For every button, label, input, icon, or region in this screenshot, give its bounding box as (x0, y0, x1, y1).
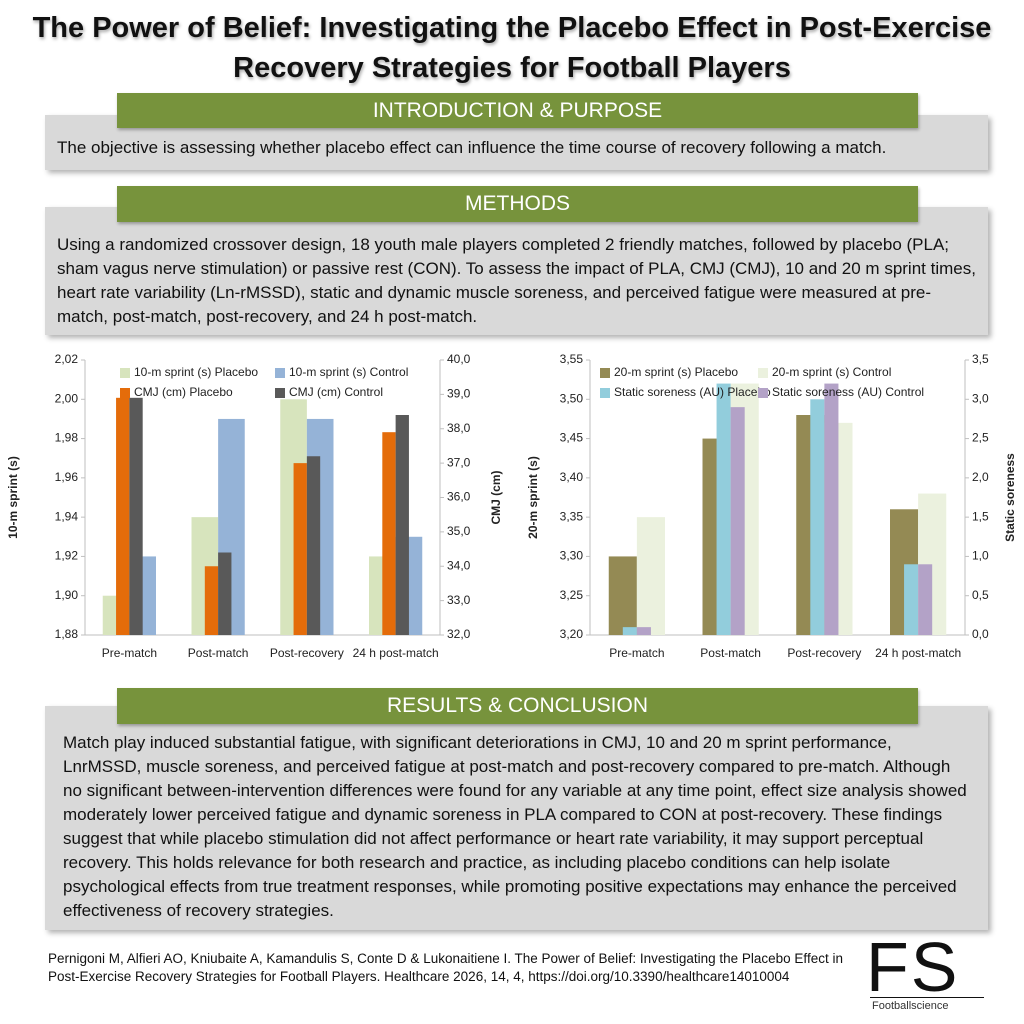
y-tick-label: 3,45 (560, 431, 584, 445)
intro-text: The objective is assessing whether place… (57, 138, 887, 157)
legend-swatch (758, 368, 768, 378)
y-tick-label: 3,20 (560, 627, 584, 641)
y2-tick-label: 2,5 (972, 431, 989, 445)
y-tick-label: 2,00 (55, 391, 79, 405)
bar (395, 415, 409, 635)
y2-tick-label: 33,0 (447, 593, 471, 607)
results-text: Match play induced substantial fatigue, … (63, 733, 967, 920)
y2-tick-label: 0,5 (972, 588, 989, 602)
x-tick-label: Post-match (700, 646, 761, 660)
x-tick-label: Post-match (187, 646, 249, 660)
y-tick-label: 3,25 (560, 588, 584, 602)
logo-mark: FS (866, 928, 960, 1006)
bar (218, 552, 232, 635)
x-tick-label: Post-recovery (269, 646, 344, 660)
y2-axis-title: CMJ (cm) (489, 470, 503, 524)
y2-tick-label: 39,0 (447, 387, 471, 401)
bar (306, 456, 321, 635)
bar (730, 407, 745, 635)
bar (129, 397, 143, 635)
bar (622, 627, 637, 635)
title: The Power of Belief: Investigating the P… (32, 12, 992, 84)
legend-swatch (600, 368, 610, 378)
legend-label: Static soreness (AU) Control (772, 385, 924, 399)
bar (716, 383, 731, 635)
legend-swatch (275, 368, 285, 378)
legend-label: 20-m sprint (s) Placebo (614, 365, 738, 379)
x-tick-label: 24 h post-match (875, 646, 962, 660)
y2-tick-label: 2,0 (972, 470, 989, 484)
x-tick-label: Post-recovery (787, 646, 862, 660)
y2-tick-label: 0,0 (972, 627, 989, 641)
y-axis-title: 20-m sprint (s) (526, 456, 540, 539)
bar (918, 564, 933, 635)
methods-box: Using a randomized crossover design, 18 … (45, 207, 988, 335)
bar (810, 399, 825, 635)
y2-tick-label: 36,0 (447, 490, 471, 504)
charts: 1,88 1,90 1,92 1,94 1,96 1,98 2,00 2,02 32,0 33,0… (0, 340, 1024, 685)
legend-label: CMJ (cm) Control (289, 385, 383, 399)
y2-tick-label: 37,0 (447, 455, 471, 469)
legend-swatch (600, 388, 610, 398)
legend-swatch (120, 368, 130, 378)
bar (904, 564, 919, 635)
bar (636, 517, 665, 635)
bar (116, 397, 130, 635)
legend-swatch (758, 388, 768, 398)
x-tick-label: Pre-match (609, 646, 665, 660)
legend-label: CMJ (cm) Placebo (134, 385, 233, 399)
y2-tick-label: 1,5 (972, 509, 989, 523)
logo-name: Footballscience (872, 1000, 949, 1012)
y2-tick-label: 38,0 (447, 421, 471, 435)
results-box: Match play induced substantial fatigue, … (45, 706, 988, 930)
intro-heading: INTRODUCTION & PURPOSE (117, 93, 918, 128)
legend-label: 10-m sprint (s) Placebo (134, 365, 258, 379)
citation: Pernigoni M, Alfieri AO, Kniubaite A, Ka… (48, 951, 843, 984)
legend-label: 20-m sprint (s) Control (772, 365, 891, 379)
y-axis-title: 10-m sprint (s) (6, 456, 20, 539)
y2-tick-label: 34,0 (447, 558, 471, 572)
y2-tick-label: 35,0 (447, 524, 471, 538)
y-tick-label: 3,55 (560, 352, 584, 366)
y-tick-label: 2,02 (55, 352, 79, 366)
results-heading: RESULTS & CONCLUSION (117, 688, 918, 724)
x-tick-label: Pre-match (101, 646, 158, 660)
legend-swatch (275, 388, 285, 398)
y-tick-label: 1,88 (55, 627, 79, 641)
y-tick-label: 1,94 (55, 509, 79, 523)
bar (636, 627, 651, 635)
y-tick-label: 1,96 (55, 470, 79, 484)
bar (204, 566, 219, 635)
y-tick-label: 1,90 (55, 588, 79, 602)
legend-label: 10-m sprint (s) Control (289, 365, 408, 379)
y2-tick-label: 3,5 (972, 352, 989, 366)
y-tick-label: 3,40 (560, 470, 584, 484)
y2-tick-label: 3,0 (972, 391, 989, 405)
methods-text: Using a randomized crossover design, 18 … (57, 235, 976, 326)
y-tick-label: 1,92 (55, 549, 79, 563)
x-tick-label: 24 h post-match (352, 646, 439, 660)
chart-canvas: 1,88 1,90 1,92 1,94 1,96 1,98 2,00 2,02 32,0 33,0… (6, 352, 1017, 641)
y2-tick-label: 40,0 (447, 352, 471, 366)
legend-label: Static soreness (AU) Placebo (614, 385, 771, 399)
y2-tick-label: 32,0 (447, 627, 471, 641)
y2-tick-label: 1,0 (972, 549, 989, 563)
legend-swatch (120, 388, 130, 398)
bar (608, 556, 637, 635)
logo-rule (870, 997, 984, 998)
y-tick-label: 3,30 (560, 549, 584, 563)
methods-heading: METHODS (117, 186, 918, 222)
y-tick-label: 3,35 (560, 509, 584, 523)
bar (824, 383, 839, 635)
bar (382, 432, 396, 635)
y2-axis-title: Static soreness (1003, 453, 1017, 542)
y-tick-label: 3,50 (560, 391, 584, 405)
bar (293, 463, 307, 635)
y-tick-label: 1,98 (55, 431, 79, 445)
